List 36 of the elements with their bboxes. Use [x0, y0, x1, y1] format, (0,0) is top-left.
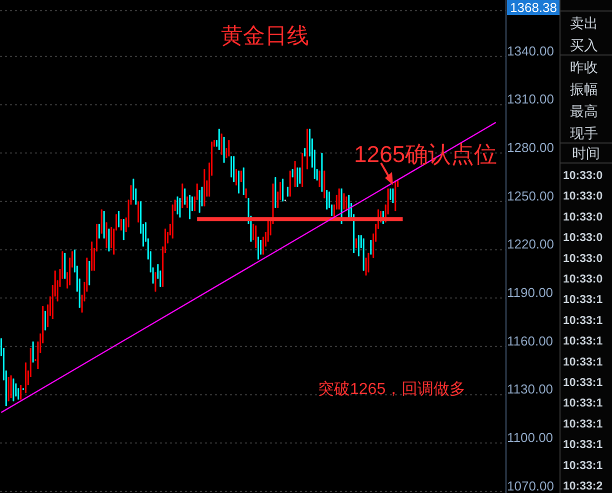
text: 10:33:1 [563, 356, 604, 368]
y-tick-label: 1190.00 [507, 285, 554, 300]
text: 10:33:1 [563, 314, 604, 327]
text: 振幅 [570, 81, 598, 97]
text: 黄金日线 [221, 23, 309, 48]
y-tick-label: 1368.38 [510, 0, 557, 15]
text: 10:33:0 [563, 252, 603, 265]
text: 10:33:0 [563, 232, 603, 244]
y-tick-label: 1100.00 [507, 430, 554, 446]
text: 10:33:0 [563, 211, 603, 224]
y-tick-label: 1280.00 [507, 140, 554, 156]
text: 10:33:1 [563, 294, 604, 306]
text: 10:33:0 [563, 170, 603, 182]
y-tick-label: 1070.00 [507, 478, 554, 493]
text: 买入 [570, 37, 598, 53]
y-tick-label: 1160.00 [507, 333, 554, 348]
y-tick-label: 1310.00 [507, 92, 554, 107]
text: 昨收 [570, 59, 598, 75]
text: 最高 [570, 103, 598, 119]
text: 时间 [572, 145, 600, 161]
text: 10:33:2 [563, 480, 603, 492]
y-tick-label: 1220.00 [507, 236, 554, 252]
y-tick-label: 1250.00 [507, 188, 554, 204]
text: 10:33:1 [563, 439, 604, 452]
text: 10:33:1 [563, 460, 604, 472]
annotation: 突破1265，回调做多 [318, 380, 466, 398]
text: 现手 [570, 125, 598, 141]
text: 卖出 [570, 15, 598, 31]
y-tick-label: 1340.00 [507, 43, 554, 58]
text: 10:33:1 [563, 398, 604, 410]
text: 10:33:0 [563, 190, 603, 203]
y-tick-label: 1130.00 [507, 382, 554, 397]
text: 10:33:1 [563, 418, 604, 430]
text: 10:33:1 [563, 377, 604, 389]
text: 10:33:0 [563, 274, 603, 286]
text: 10:33:1 [563, 336, 604, 348]
